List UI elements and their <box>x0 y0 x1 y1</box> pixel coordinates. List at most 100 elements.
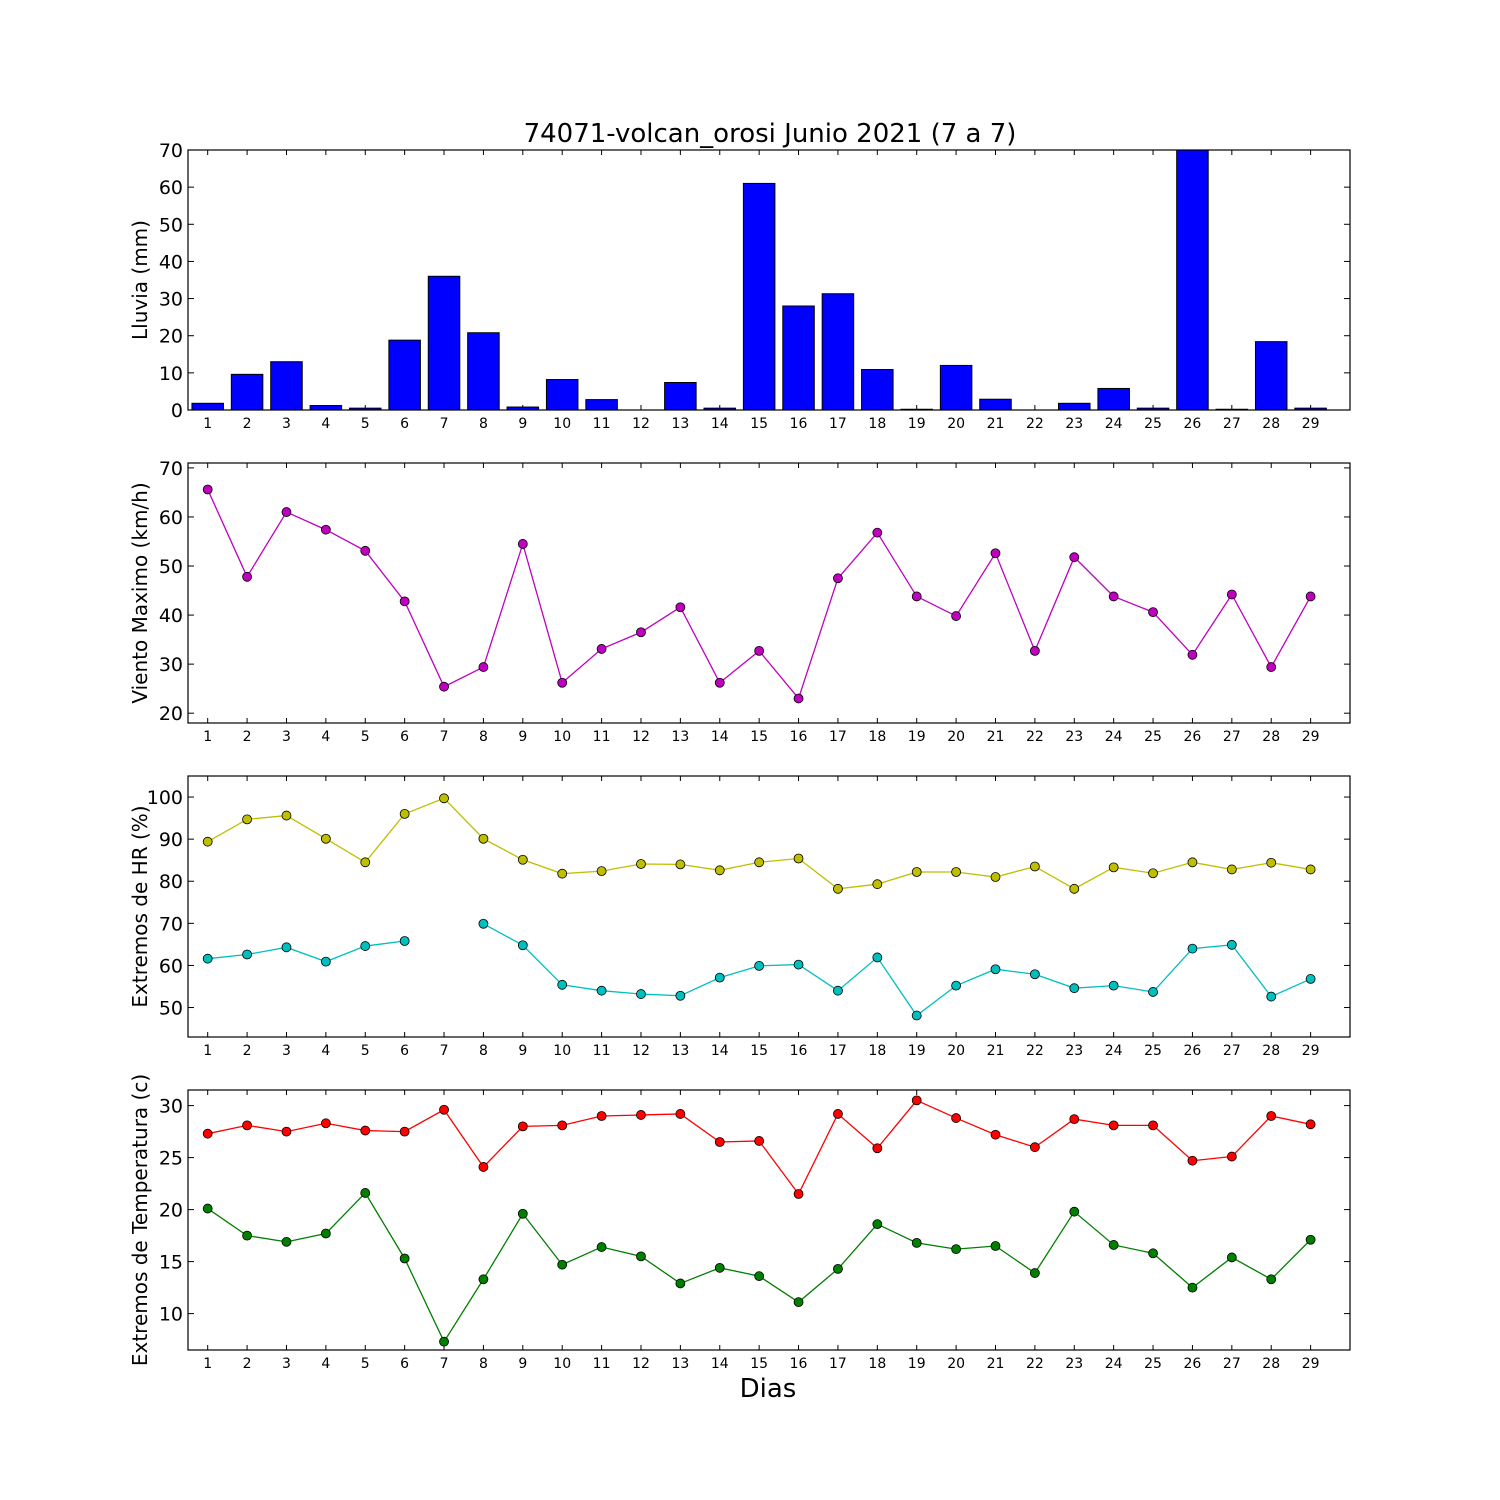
rainfall-ytick-label: 40 <box>159 251 183 273</box>
humidity-ytick-label: 90 <box>159 829 183 851</box>
wind-series-1-point-day-5 <box>360 545 371 556</box>
wind-xtick-label: 10 <box>553 729 571 745</box>
humidity-xtick-label: 4 <box>321 1043 330 1059</box>
rainfall-xtick-label: 19 <box>908 416 926 432</box>
rain-bar-day-17 <box>821 293 855 411</box>
temperature-xtick-label: 29 <box>1302 1356 1320 1372</box>
rain-bar-day-8 <box>467 332 500 411</box>
temperature-series-2-point-day-22 <box>1029 1268 1040 1278</box>
humidity-series-2-point-day-3 <box>281 942 292 953</box>
humidity-y-axis-label: Extremos de HR (%) <box>128 805 152 1007</box>
wind-xtick-label: 1 <box>203 729 212 745</box>
humidity-xtick-label: 14 <box>711 1043 729 1059</box>
rain-bar-day-6 <box>388 339 421 411</box>
humidity-series-1-point-day-29 <box>1305 864 1316 875</box>
wind-xtick-label: 16 <box>790 729 808 745</box>
rainfall-ytick-label: 0 <box>171 400 183 422</box>
temperature-ytick-label: 25 <box>159 1148 183 1170</box>
temperature-series-1-point-day-7 <box>439 1104 449 1115</box>
humidity-series-2-point-day-28 <box>1266 991 1277 1002</box>
humidity-series-1-point-day-5 <box>360 857 371 868</box>
temperature-series-2-point-day-1 <box>202 1203 213 1214</box>
x-axis-label: Dias <box>740 1374 797 1404</box>
humidity-xtick-label: 20 <box>947 1043 965 1059</box>
humidity-series-1-point-day-20 <box>951 867 962 877</box>
humidity-xtick-label: 12 <box>632 1043 650 1059</box>
temperature-xtick-label: 5 <box>361 1356 370 1372</box>
temperature-series-1-point-day-5 <box>360 1125 371 1136</box>
temperature-series-1-point-day-13 <box>675 1109 686 1119</box>
humidity-series-1-point-day-3 <box>281 810 292 821</box>
humidity-series-1-point-day-12 <box>636 859 646 869</box>
wind-xtick-label: 4 <box>321 729 330 745</box>
wind-xtick-label: 24 <box>1105 729 1123 745</box>
temperature-series-2-point-day-27 <box>1226 1252 1237 1263</box>
temperature-xtick-label: 17 <box>829 1356 847 1372</box>
rainfall-xtick-label: 12 <box>632 416 650 432</box>
humidity-series-2-point-day-19 <box>911 1010 922 1021</box>
temperature-series-1-point-day-28 <box>1266 1111 1277 1121</box>
temperature-series-1-point-day-17 <box>833 1109 843 1119</box>
humidity-series-1-point-day-28 <box>1266 857 1277 868</box>
wind-series-1-point-day-7 <box>439 681 449 692</box>
humidity-xtick-label: 25 <box>1144 1043 1162 1059</box>
temperature-xtick-label: 18 <box>868 1356 886 1372</box>
wind-series-1-point-day-28 <box>1266 662 1277 672</box>
rainfall-xtick-label: 7 <box>440 416 449 432</box>
wind-xtick-label: 6 <box>400 729 409 745</box>
rain-bar-day-3 <box>270 361 303 411</box>
humidity-series-2-point-day-27 <box>1226 939 1237 950</box>
temperature-series-2-point-day-14 <box>714 1262 725 1273</box>
rainfall-xtick-label: 25 <box>1144 416 1162 432</box>
humidity-series-1-point-day-15 <box>754 857 765 868</box>
rainfall-ytick-label: 60 <box>159 177 183 199</box>
temperature-series-2-point-day-6 <box>399 1253 410 1264</box>
wind-series-1-point-day-12 <box>636 627 646 638</box>
rainfall-xtick-label: 14 <box>711 416 729 432</box>
humidity-series-1-point-day-14 <box>714 865 725 876</box>
wind-xtick-label: 22 <box>1026 729 1044 745</box>
humidity-series-2-point-day-4 <box>320 956 331 967</box>
wind-xtick-label: 15 <box>750 729 768 745</box>
temperature-series-1-point-day-29 <box>1305 1119 1316 1130</box>
temperature-xtick-label: 13 <box>671 1356 689 1372</box>
temperature-series-1-point-day-20 <box>951 1113 962 1123</box>
wind-xtick-label: 19 <box>908 729 926 745</box>
wind-series-1-point-day-22 <box>1029 645 1040 656</box>
temperature-xtick-label: 26 <box>1184 1356 1202 1372</box>
rainfall-xtick-label: 11 <box>593 416 611 432</box>
wind-series-1-point-day-27 <box>1226 589 1237 600</box>
humidity-series-1-point-day-11 <box>596 866 607 877</box>
humidity-xtick-label: 10 <box>553 1043 571 1059</box>
humidity-series-1-point-day-1 <box>202 836 213 847</box>
humidity-xtick-label: 23 <box>1065 1043 1083 1059</box>
wind-series-1-point-day-15 <box>754 645 765 656</box>
temperature-series-2-point-day-24 <box>1108 1240 1119 1250</box>
wind-series-1-point-day-29 <box>1305 591 1316 602</box>
wind-series-1-point-day-20 <box>951 611 962 621</box>
humidity-series-2-point-day-29 <box>1305 974 1316 984</box>
temperature-series-2-point-day-17 <box>833 1263 843 1274</box>
rainfall-xtick-label: 2 <box>243 416 252 432</box>
temperature-series-2-point-day-10 <box>557 1259 568 1270</box>
temperature-xtick-label: 8 <box>479 1356 488 1372</box>
humidity-series-2-point-day-1 <box>202 953 213 964</box>
humidity-xtick-label: 5 <box>361 1043 370 1059</box>
temperature-xtick-label: 28 <box>1262 1356 1280 1372</box>
humidity-series-2-point-day-20 <box>951 980 962 991</box>
wind-series-1-point-day-21 <box>990 548 1001 559</box>
rainfall-ytick-label: 30 <box>159 289 183 311</box>
wind-series-1-point-day-2 <box>242 571 252 582</box>
wind-series-1-point-day-1 <box>202 484 213 495</box>
temperature-series-2-point-day-21 <box>990 1241 1001 1251</box>
wind-xtick-label: 20 <box>947 729 965 745</box>
wind-ytick-label: 50 <box>159 556 183 578</box>
rain-bar-day-24 <box>1097 387 1130 411</box>
humidity-xtick-label: 8 <box>479 1043 488 1059</box>
humidity-series-1-point-day-19 <box>911 867 922 877</box>
temperature-series-1-point-day-9 <box>517 1121 528 1132</box>
humidity-xtick-label: 27 <box>1223 1043 1241 1059</box>
humidity-series-1-point-day-21 <box>990 872 1001 882</box>
temperature-series-2-point-day-13 <box>675 1278 686 1289</box>
